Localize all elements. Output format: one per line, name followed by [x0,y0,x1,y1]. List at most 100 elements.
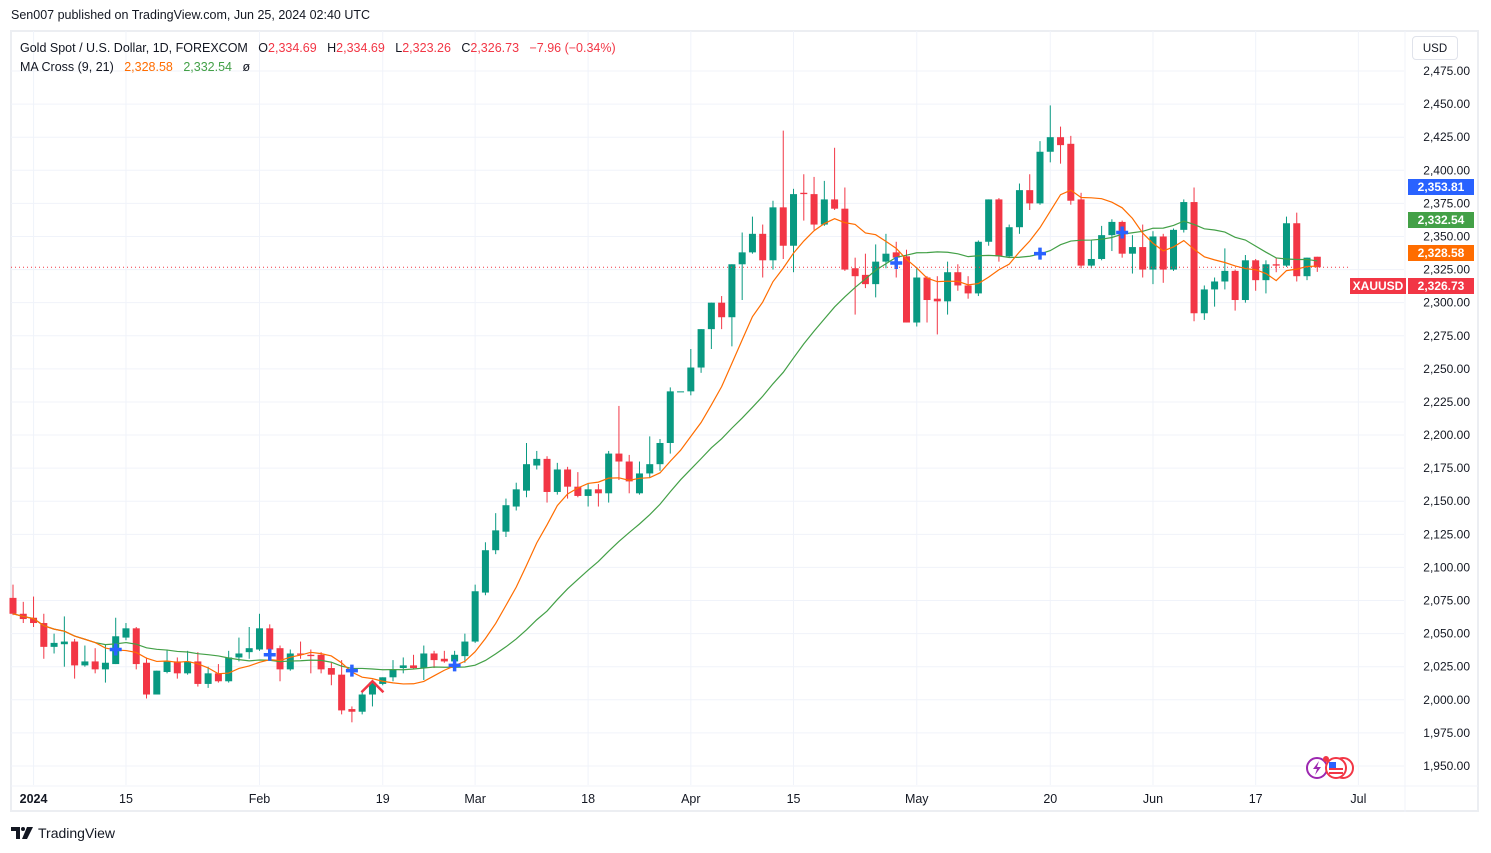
candle-body [143,662,151,695]
symbol-legend-row[interactable]: Gold Spot / U.S. Dollar, 1D, FOREXCOM O2… [20,39,616,58]
candle-body [1077,199,1085,266]
price-tick-label: 2,300.00 [1423,296,1470,310]
price-tick-label: 1,950.00 [1423,759,1470,773]
candle-body [1262,264,1270,281]
candle-body [995,199,1003,257]
candle-body [122,628,130,638]
candle-body [1026,190,1034,204]
candle-body [492,530,500,551]
candle-body [769,207,777,261]
candle-body [1231,270,1239,301]
price-axis: 1,950.00 1,975.00 2,000.00 2,025.00 2,050.00… [1423,64,1470,773]
ma-cross-marker-icon [263,648,276,661]
candle-body [60,641,68,645]
candle-body [913,277,921,323]
candle-body [574,486,582,496]
candle-body [225,657,233,682]
candle-body [1108,221,1116,236]
candle-body [451,654,459,662]
price-tick-label: 2,025.00 [1423,660,1470,674]
lightning-glyph-icon [1313,761,1321,775]
low-label: L [395,41,403,55]
candle-body [410,665,418,669]
candle-body [153,670,161,695]
candle-body [297,653,305,655]
candle-body [245,648,253,653]
high-value: 2,334.69 [336,41,385,55]
ma-slow-price-label: 2,332.54 [1408,212,1474,228]
candle-body [440,658,448,662]
candle-body [1015,190,1023,228]
candle-body [40,623,48,647]
price-tick-label: 2,250.00 [1423,362,1470,376]
price-tick-label: 2,175.00 [1423,461,1470,475]
candle-body [430,653,438,661]
moving-averages [12,189,1318,685]
close-value: 2,326.73 [470,41,520,55]
time-tick-label: May [905,792,929,806]
price-tick-label: 2,100.00 [1423,560,1470,574]
low-value: 2,323.26 [402,41,451,55]
time-tick-label: 19 [376,792,390,806]
candle-body [1046,137,1054,152]
candle-body [348,709,356,712]
candle-body [214,673,222,682]
time-tick-label: Jun [1143,792,1163,806]
candle-body [1149,236,1157,270]
price-tick-label: 2,425.00 [1423,130,1470,144]
candle-body [266,628,274,650]
candle-body [235,653,243,658]
high-label: H [327,41,337,55]
candle-body [882,253,890,262]
cross-markers [109,226,1129,694]
indicator-legend-row[interactable]: MA Cross (9, 21) 2,328.58 2,332.54 ø [20,58,616,77]
ma-cross-marker-icon [109,643,122,656]
candle-body [379,677,387,684]
candle-body [831,199,839,209]
time-tick-label: 15 [787,792,801,806]
candle-body [1005,227,1013,257]
candle-body [656,442,664,465]
symbol-description: Gold Spot / U.S. Dollar, 1D, FOREXCOM [20,41,248,55]
candle-body [327,668,335,675]
candle-body [184,661,192,674]
candle-body [317,654,325,670]
candle-body [790,194,798,246]
candle-body [728,264,736,318]
ma-fast-value: 2,328.58 [124,60,173,74]
candle-body [502,505,510,532]
candle-body [666,391,674,443]
tradingview-brand[interactable]: TradingView [11,825,115,841]
candle-body [101,662,109,670]
candle-body [1139,247,1147,270]
time-tick-label: 20 [1043,792,1057,806]
candle-body [132,628,140,665]
candle-body [1293,223,1301,277]
chart-legend: Gold Spot / U.S. Dollar, 1D, FOREXCOM O2… [20,39,616,77]
candle-body [872,261,880,285]
candle-body [276,648,284,670]
candle-body [1180,202,1188,230]
candle-body [1282,223,1290,266]
ma-cross-marker-icon [345,664,358,677]
candle-body [1272,264,1280,266]
chevron-up-marker-icon [360,679,385,694]
last-price-label: 2,326.73 [1408,278,1474,294]
candle-body [1170,229,1178,270]
time-tick-label: 17 [1249,792,1263,806]
candle-body [481,550,489,593]
ma-fast-line [12,189,1318,685]
time-tick-label: 15 [119,792,133,806]
candle-body [163,661,171,673]
price-tick-label: 2,375.00 [1423,196,1470,210]
tradingview-logo-icon [11,827,33,839]
candle-body [255,628,263,650]
candle-body [594,489,602,494]
cross-value-label: 2,353.81 [1408,179,1474,195]
chart-frame [10,30,1479,812]
currency-button[interactable]: USD [1412,36,1458,60]
time-tick-label: Apr [681,792,700,806]
price-tick-label: 2,350.00 [1423,229,1470,243]
events-icons[interactable] [1306,756,1354,779]
